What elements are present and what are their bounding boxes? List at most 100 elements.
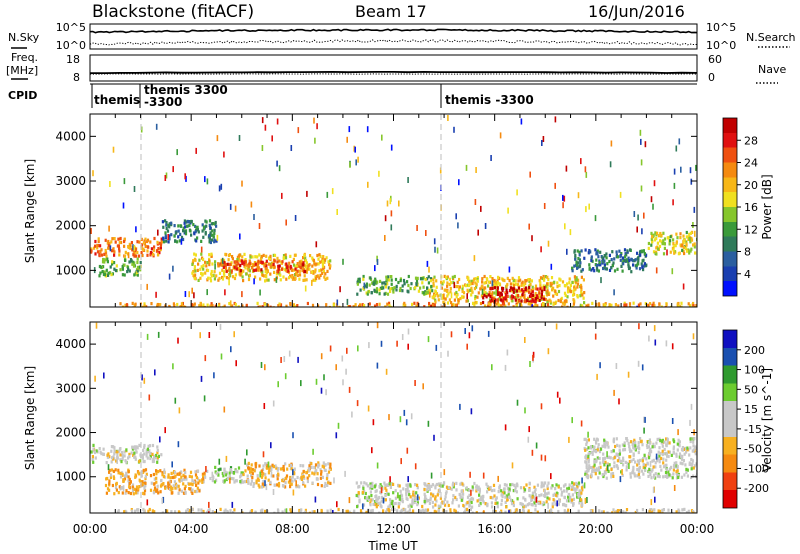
power-data-cell (314, 278, 317, 282)
velocity-data-cell (613, 456, 616, 460)
velocity-data-cell (591, 467, 594, 471)
power-scatter-echo (516, 189, 518, 196)
velocity-data-cell (149, 444, 152, 448)
power-data-cell (103, 252, 106, 256)
power-data-cell (458, 277, 461, 282)
power-colorbar (722, 117, 738, 297)
velocity-data-cell (282, 464, 285, 469)
velocity-data-cell (441, 500, 444, 504)
power-ytick-label: 4000 (55, 129, 86, 143)
time-axis-label: Time UT (367, 539, 418, 553)
power-data-cell (276, 269, 279, 273)
power-data-cell (304, 264, 307, 268)
velocity-data-cell (647, 445, 650, 449)
power-data-cell (642, 268, 645, 272)
power-data-cell (298, 264, 301, 268)
power-data-cell (663, 237, 667, 241)
velocity-data-cell (548, 497, 551, 501)
power-data-cell (99, 250, 102, 254)
power-data-cell (501, 286, 504, 290)
power-data-cell (305, 268, 308, 272)
power-data-cell (577, 257, 580, 261)
velocity-data-cell (385, 488, 388, 492)
velocity-data-cell (261, 485, 264, 489)
power-data-cell (534, 300, 537, 304)
power-data-cell (321, 271, 324, 275)
power-data-cell (277, 264, 280, 268)
velocity-data-cell (436, 493, 439, 497)
power-data-cell (672, 238, 675, 242)
velocity-scatter-echo (379, 501, 382, 508)
power-data-cell (208, 239, 211, 243)
velocity-data-cell (326, 473, 329, 477)
power-data-cell (321, 259, 325, 263)
velocity-scatter-echo (483, 510, 485, 513)
power-data-cell (214, 222, 217, 226)
velocity-data-cell (247, 467, 250, 471)
velocity-data-cell (202, 477, 205, 481)
power-data-cell (424, 277, 427, 282)
velocity-data-cell (371, 509, 374, 513)
velocity-data-cell (443, 481, 446, 485)
power-data-cell (694, 251, 697, 255)
power-data-cell (318, 253, 321, 257)
velocity-scatter-echo (230, 346, 232, 353)
velocity-data-cell (412, 490, 415, 494)
velocity-data-cell (651, 459, 654, 463)
power-data-cell (480, 284, 483, 289)
power-data-cell (295, 270, 298, 274)
power-data-cell (538, 291, 541, 295)
velocity-data-cell (140, 474, 143, 478)
velocity-data-cell (195, 475, 198, 480)
nsky-right-tick-bottom: 10^0 (706, 39, 736, 52)
power-data-cell (132, 253, 135, 257)
velocity-scatter-echo (178, 407, 181, 414)
velocity-data-cell (633, 472, 636, 476)
power-data-cell (622, 258, 625, 262)
velocity-scatter-echo (154, 369, 156, 376)
power-data-cell (485, 280, 488, 285)
velocity-data-cell (362, 486, 365, 490)
velocity-data-cell (450, 487, 453, 491)
power-data-cell (267, 262, 270, 266)
power-data-cell (98, 254, 101, 258)
power-data-cell (123, 254, 126, 258)
power-data-cell (559, 278, 562, 282)
power-data-cell (655, 237, 658, 241)
power-data-cell (677, 252, 680, 256)
velocity-data-cell (637, 450, 640, 455)
power-data-cell (483, 281, 486, 285)
velocity-data-cell (268, 468, 271, 472)
power-data-cell (433, 294, 436, 298)
power-data-cell (524, 286, 528, 290)
velocity-data-cell (200, 508, 203, 512)
power-data-cell (424, 290, 427, 294)
velocity-data-cell (119, 458, 122, 462)
power-scatter-echo (694, 230, 696, 237)
velocity-data-cell (116, 450, 119, 454)
velocity-data-cell (295, 485, 298, 489)
power-data-cell (126, 270, 129, 274)
power-data-cell (150, 247, 153, 251)
power-data-cell (534, 284, 538, 288)
velocity-data-cell (168, 482, 171, 486)
velocity-data-cell (644, 463, 647, 467)
velocity-data-cell (237, 466, 241, 470)
velocity-data-cell (694, 452, 697, 456)
power-data-cell (445, 289, 449, 293)
power-data-cell (241, 255, 244, 259)
velocity-data-cell (636, 459, 640, 463)
power-data-cell (282, 254, 286, 258)
velocity-data-cell (585, 474, 588, 478)
power-data-cell (358, 280, 361, 284)
velocity-data-cell (637, 473, 640, 477)
velocity-data-cell (449, 511, 452, 513)
power-data-cell (210, 252, 213, 256)
power-data-cell (515, 289, 518, 293)
power-data-cell (206, 261, 209, 265)
power-data-cell (623, 303, 626, 307)
velocity-data-cell (534, 508, 537, 512)
velocity-data-cell (180, 470, 183, 474)
power-data-cell (428, 301, 431, 306)
velocity-data-cell (249, 511, 252, 513)
